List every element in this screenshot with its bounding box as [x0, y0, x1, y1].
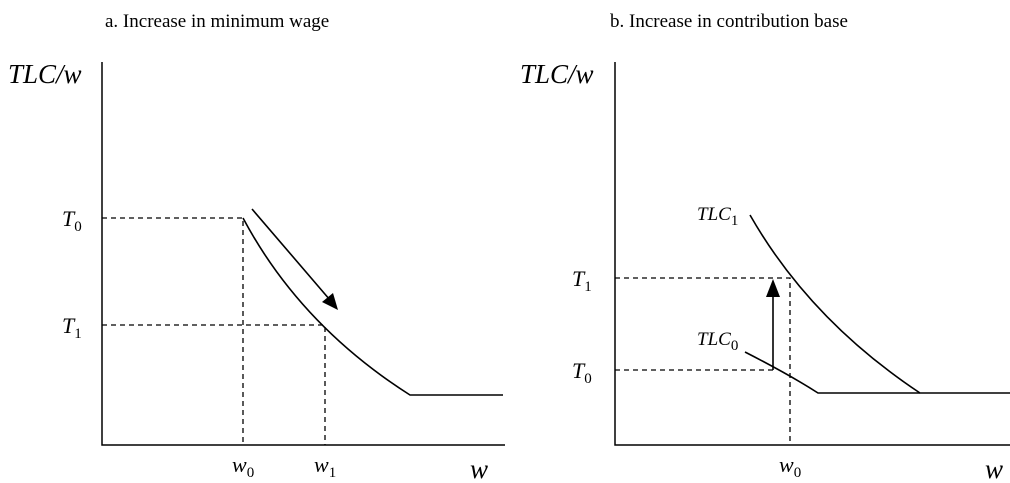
- label-base: T: [62, 313, 76, 338]
- arrow-head: [322, 293, 338, 310]
- label-sub: 1: [731, 213, 739, 229]
- panel-title: a. Increase in minimum wage: [105, 11, 329, 32]
- tlc-curve: [242, 217, 503, 396]
- panel-a: a. Increase in minimum wage TLC/w w T0 T…: [8, 11, 505, 483]
- curve-label: TLC1: [697, 204, 738, 229]
- x-axis-label: w: [470, 454, 488, 483]
- label-sub: 1: [329, 465, 337, 481]
- label-base: TLC: [697, 204, 731, 225]
- label-base: TLC: [697, 329, 731, 350]
- label-base: w: [232, 452, 247, 477]
- tlc0-curve: [744, 351, 920, 394]
- curve-label: TLC0: [697, 329, 738, 354]
- label-sub: 0: [731, 338, 739, 354]
- dashed-guide: [615, 277, 791, 445]
- y-label: T0: [572, 358, 592, 387]
- y-label: T1: [572, 266, 592, 295]
- y-axis-label: TLC/w: [8, 59, 82, 89]
- tlc1-curve: [749, 214, 1010, 394]
- label-sub: 1: [74, 326, 82, 342]
- axes: [614, 62, 1010, 446]
- label-sub: 0: [247, 465, 255, 481]
- label-base: w: [779, 452, 794, 477]
- axes: [101, 62, 505, 446]
- arrow-head: [766, 279, 780, 297]
- y-label: T0: [62, 206, 82, 235]
- y-label: T1: [62, 313, 82, 342]
- y-axis-label: TLC/w: [520, 59, 594, 89]
- panel-title: b. Increase in contribution base: [610, 11, 848, 32]
- label-base: T: [62, 206, 76, 231]
- label-sub: 1: [584, 279, 592, 295]
- x-label: w1: [314, 452, 336, 481]
- dashed-guide: [102, 324, 326, 445]
- label-base: w: [314, 452, 329, 477]
- arrow: [251, 208, 331, 301]
- label-sub: 0: [584, 371, 592, 387]
- dashed-guide: [102, 217, 244, 445]
- label-sub: 0: [74, 219, 82, 235]
- panel-b: b. Increase in contribution base TLC/w w…: [520, 11, 1010, 483]
- x-axis-label: w: [985, 454, 1003, 483]
- label-sub: 0: [794, 465, 802, 481]
- label-base: T: [572, 358, 586, 383]
- x-label: w0: [232, 452, 254, 481]
- x-label: w0: [779, 452, 801, 481]
- label-base: T: [572, 266, 586, 291]
